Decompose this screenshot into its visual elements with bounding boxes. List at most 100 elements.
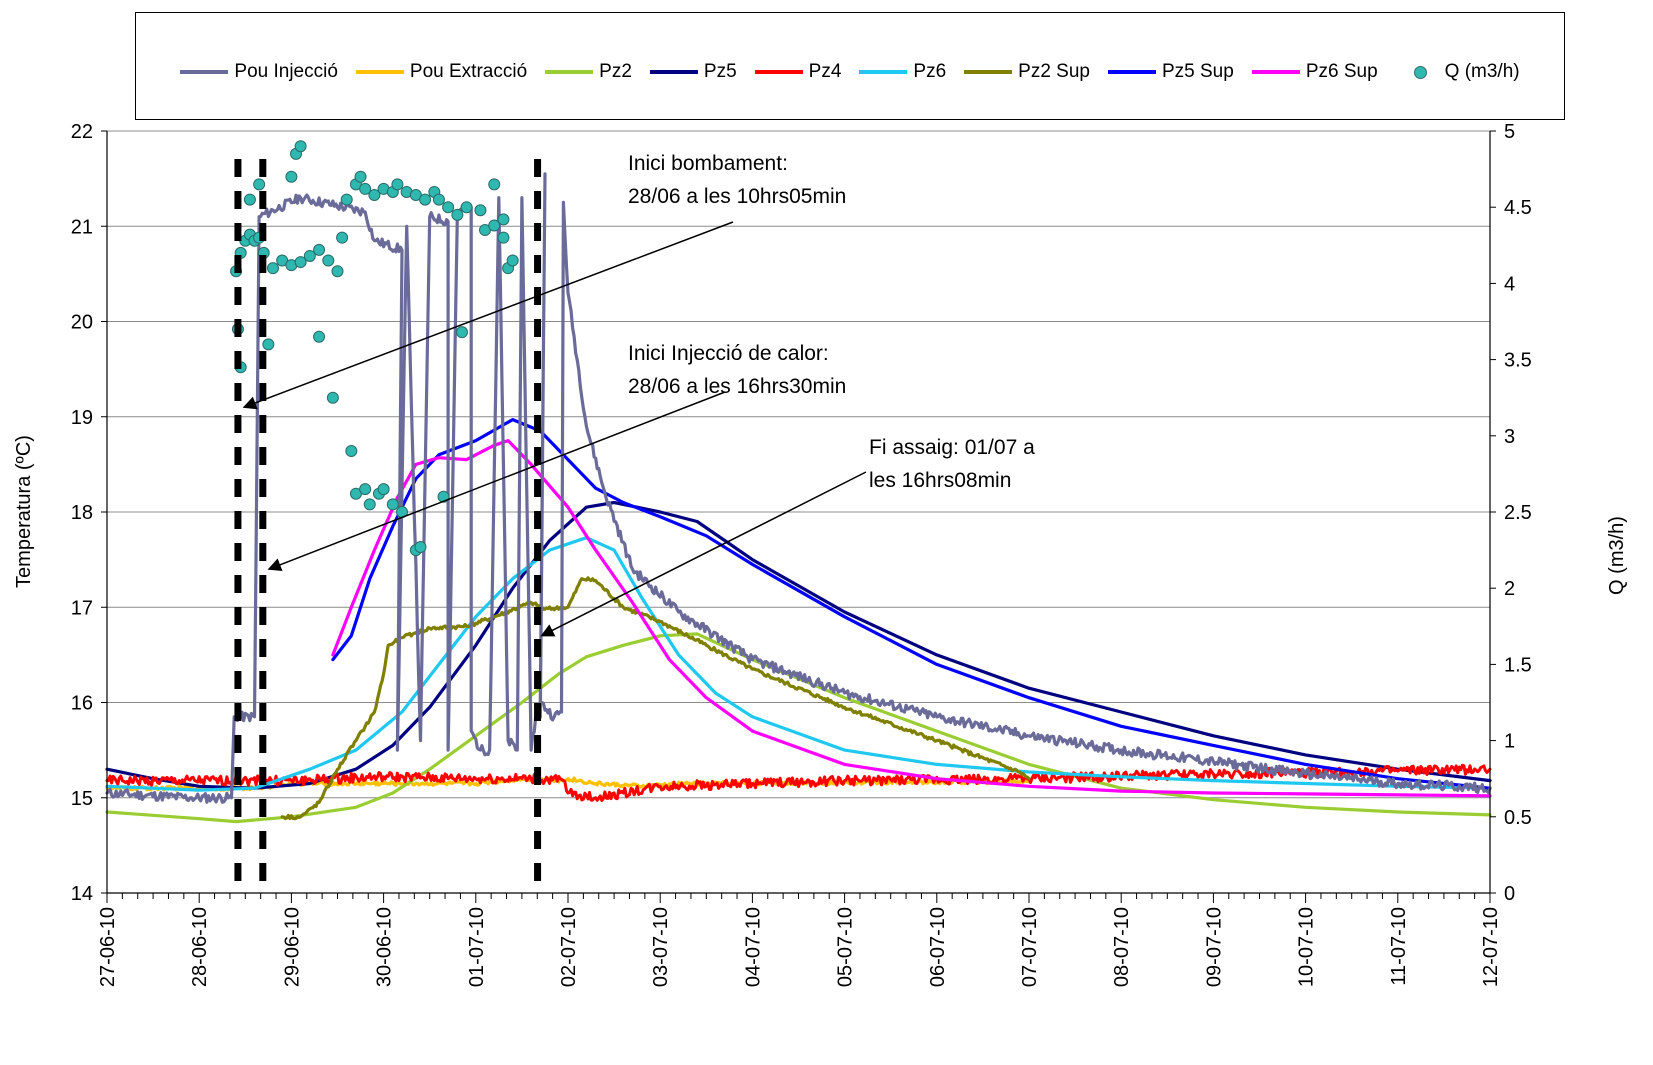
annotation-inici-bombament-line1: Inici bombament:	[628, 152, 788, 175]
legend-swatch	[649, 70, 698, 74]
annotation-arrows	[242, 221, 867, 637]
q-point	[359, 182, 372, 195]
annotation-arrow-3	[540, 471, 867, 637]
x-tick-label: 05-07-10	[835, 907, 857, 987]
q-point	[294, 140, 307, 153]
series-pz5	[105, 500, 1492, 790]
x-tick-label: 01-07-10	[466, 907, 488, 987]
y-axis-label: Temperatura (ºC)	[12, 435, 35, 588]
q-point	[262, 338, 275, 351]
q-point	[455, 326, 468, 339]
x-tick-label: 09-07-10	[1203, 907, 1225, 987]
x-tick-label: 11-07-10	[1388, 907, 1410, 986]
y2-tick-label: 3	[1504, 426, 1515, 448]
gridlines	[107, 130, 1490, 799]
legend-item: Pz2	[545, 61, 632, 83]
q-point	[303, 249, 316, 262]
q-point	[488, 219, 501, 232]
y-tick-label: 18	[71, 502, 93, 524]
annotation-inici-injeccio-line2: 28/06 a les 16hrs30min	[628, 374, 847, 398]
y2-tick-label: 0.5	[1504, 807, 1532, 829]
y2-tick-label: 2.5	[1504, 502, 1532, 524]
event-markers	[234, 159, 542, 893]
q-point	[488, 178, 501, 191]
annotation-inici-injeccio: Inici Injecció de calor: 28/06 a les 16h…	[628, 338, 846, 403]
legend-item: Pz2 Sup	[964, 61, 1090, 83]
q-point	[497, 231, 510, 244]
legend-item: Q (m3/h)	[1396, 61, 1520, 83]
series-pz4	[105, 763, 1492, 802]
legend-item: Pz6	[859, 61, 946, 83]
legend-swatch	[545, 70, 594, 74]
legend-item: Pz4	[754, 61, 841, 83]
q-point	[345, 445, 358, 458]
legend-label: Pz5 Sup	[1161, 61, 1234, 82]
legend-swatch	[355, 70, 404, 74]
annotation-fi-assaig: Fi assaig: 01/07 a les 16hrs08min	[869, 432, 1035, 497]
y-tick-label: 20	[71, 312, 93, 334]
legend-item: Pou Injecció	[180, 61, 338, 83]
q-point	[506, 254, 519, 267]
annotation-inici-bombament: Inici bombament: 28/06 a les 10hrs05min	[628, 148, 846, 213]
legend-label: Pz2	[599, 61, 632, 82]
q-point	[243, 193, 256, 206]
x-tick-label: 02-07-10	[558, 907, 580, 987]
legend-swatch	[1413, 65, 1427, 79]
legend-swatch	[1251, 70, 1300, 74]
q-point	[419, 193, 432, 206]
annotation-inici-bombament-line2: 28/06 a les 10hrs05min	[628, 184, 847, 208]
y2-tick-label: 1	[1504, 731, 1515, 753]
y2-tick-label: 5	[1504, 121, 1515, 143]
q-point	[451, 208, 464, 221]
axes: 14 15 16 17 18 19 20 21 22 0 0.5 1 1.5 2 2.5 3 3.5 4 4.5 5 2…	[71, 121, 1532, 987]
legend-row: Pou Injecció Pou Extracció Pz2 Pz5 Pz4 Pz6 Pz2…	[136, 61, 1564, 83]
q-point	[386, 498, 399, 511]
q-point	[354, 170, 367, 183]
legend-label: Pz6	[913, 61, 947, 82]
y-tick-label: 15	[71, 788, 93, 810]
legend-label: Q (m3/h)	[1444, 61, 1520, 82]
y2-axis-label: Q (m3/h)	[1605, 516, 1628, 595]
annotation-inici-injeccio-line1: Inici Injecció de calor:	[628, 342, 829, 365]
x-tick-label: 03-07-10	[650, 907, 672, 987]
x-tick-label: 12-07-10	[1480, 907, 1502, 987]
series-pou-injecci-	[105, 172, 1492, 804]
q-scatter-layer	[230, 140, 519, 557]
q-point	[474, 204, 487, 217]
legend-swatch	[859, 70, 908, 74]
x-tick-label: 28-06-10	[189, 907, 211, 987]
y-tick-label: 19	[71, 407, 93, 429]
legend-swatch	[964, 70, 1013, 74]
legend-label: Pou Injecció	[234, 61, 338, 82]
annotation-arrow-1	[242, 221, 734, 410]
q-point	[391, 178, 404, 191]
q-point	[336, 231, 349, 244]
legend-label: Pz2 Sup	[1018, 61, 1090, 82]
legend-swatch	[1107, 70, 1156, 74]
x-tick-label: 30-06-10	[374, 907, 396, 987]
y2-tick-label: 1.5	[1504, 654, 1532, 676]
y-tick-label: 16	[71, 693, 93, 715]
legend-item: Pz5 Sup	[1107, 61, 1234, 83]
q-point	[326, 391, 339, 404]
annotation-arrow-2	[267, 391, 726, 572]
series-pz2-sup	[280, 576, 1031, 821]
y-tick-label: 22	[71, 121, 93, 143]
y2-tick-label: 3.5	[1504, 350, 1532, 372]
y-tick-label: 21	[71, 216, 93, 238]
x-tick-label: 07-07-10	[1019, 907, 1041, 987]
y2-tick-label: 4	[1504, 273, 1515, 295]
q-point	[294, 256, 307, 269]
series-pz6	[105, 536, 1492, 792]
q-point	[322, 254, 335, 267]
q-point	[368, 189, 381, 202]
q-point	[253, 178, 266, 191]
legend-swatch	[754, 70, 803, 74]
q-point	[313, 243, 326, 256]
q-point	[442, 201, 455, 214]
legend-item: Pz6 Sup	[1251, 61, 1378, 83]
annotation-fi-assaig-line2: les 16hrs08min	[869, 468, 1012, 492]
legend-label: Pz5	[703, 61, 737, 82]
y2-tick-label: 2	[1504, 578, 1515, 600]
